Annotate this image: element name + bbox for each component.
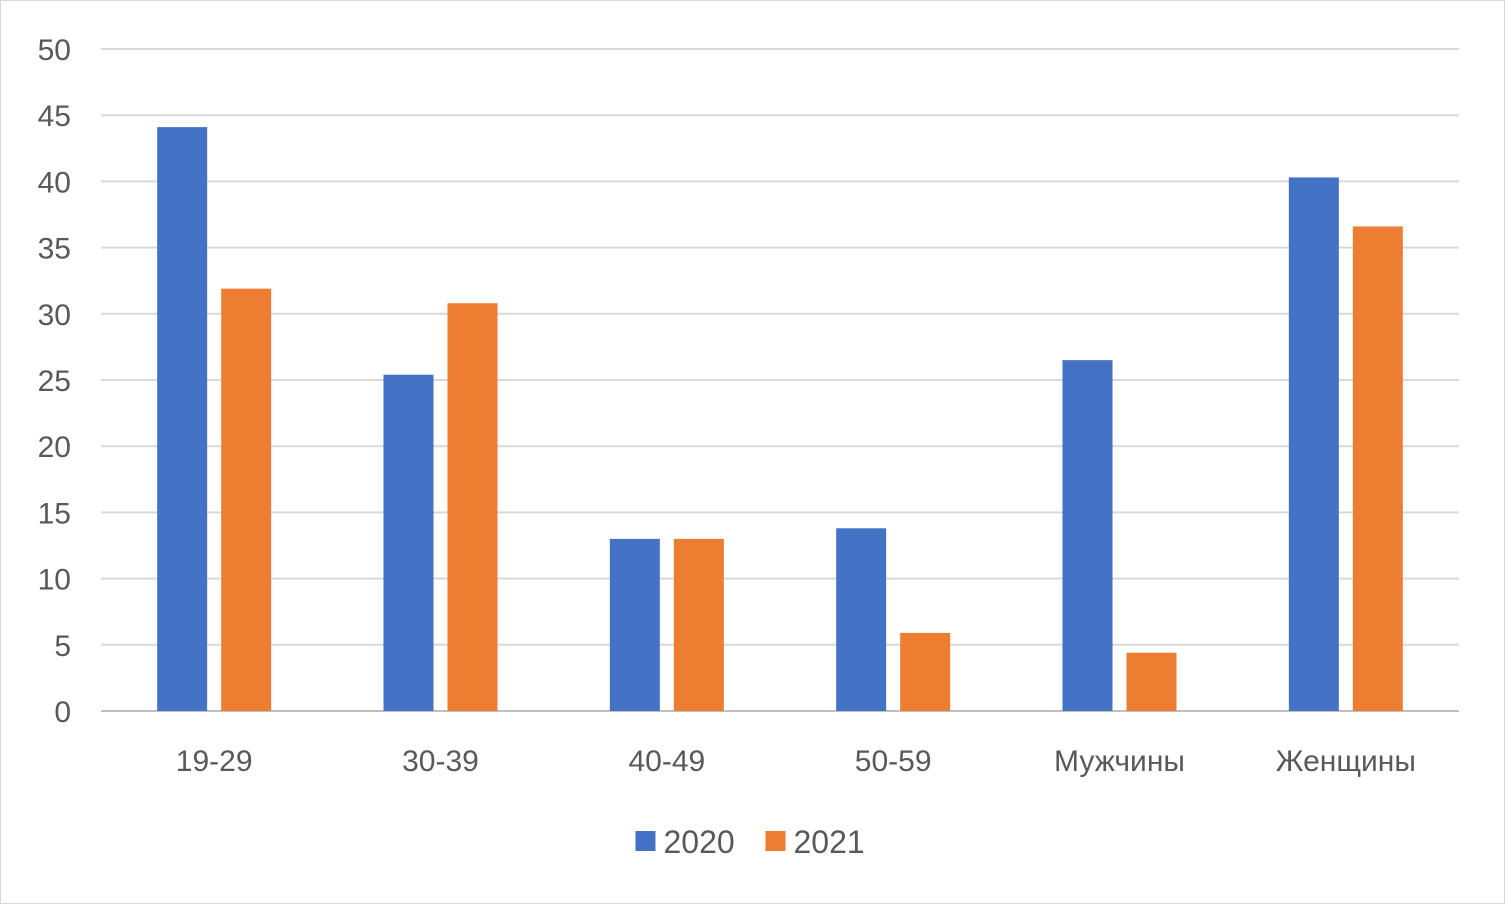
y-tick-label: 15 — [38, 497, 71, 530]
y-tick-label: 0 — [54, 696, 71, 729]
y-tick-label: 30 — [38, 299, 71, 332]
y-tick-label: 5 — [54, 630, 71, 663]
bar-2020-4 — [836, 528, 887, 711]
bar-2020-1 — [157, 127, 208, 712]
x-tick-label: 50-59 — [855, 745, 932, 778]
x-tick-label: 19-29 — [176, 745, 253, 778]
x-tick-label: Женщины — [1276, 745, 1416, 778]
legend-item-2021: 2021 — [765, 824, 865, 860]
x-tick-label: Мужчины — [1054, 745, 1185, 778]
y-tick-label: 20 — [38, 431, 71, 464]
bar-2021-5 — [1126, 652, 1177, 711]
y-tick-label: 35 — [38, 233, 71, 266]
x-tick-label: 40-49 — [628, 745, 705, 778]
legend-item-2020: 2020 — [635, 824, 735, 860]
bar-2020-6 — [1288, 177, 1339, 712]
bar-2021-1 — [221, 288, 272, 711]
y-tick-label: 10 — [38, 564, 71, 597]
y-tick-label: 40 — [38, 166, 71, 199]
x-axis-tick-labels: 19-29 30-39 40-49 50-59 Мужчины Женщины — [176, 745, 1416, 778]
gridlines — [101, 48, 1459, 712]
legend-label: 2020 — [664, 824, 735, 860]
y-tick-label: 45 — [38, 100, 71, 133]
y-tick-label: 25 — [38, 365, 71, 398]
bar-2021-6 — [1352, 226, 1403, 711]
bar-2021-4 — [900, 632, 951, 711]
bar-2020-5 — [1062, 360, 1113, 711]
bar-2021-2 — [447, 303, 498, 711]
bars — [157, 127, 1403, 712]
y-tick-label: 50 — [38, 34, 71, 67]
bar-2020-3 — [609, 538, 660, 711]
legend: 2020 2021 — [635, 824, 865, 860]
legend-label: 2021 — [794, 824, 865, 860]
bar-2020-2 — [383, 374, 434, 711]
x-tick-label: 30-39 — [402, 745, 479, 778]
bar-2021-3 — [673, 538, 724, 711]
legend-swatch-2020 — [635, 831, 656, 851]
y-axis-tick-labels: 0 5 10 15 20 25 30 35 40 45 50 — [38, 34, 71, 729]
legend-swatch-2021 — [765, 831, 786, 851]
